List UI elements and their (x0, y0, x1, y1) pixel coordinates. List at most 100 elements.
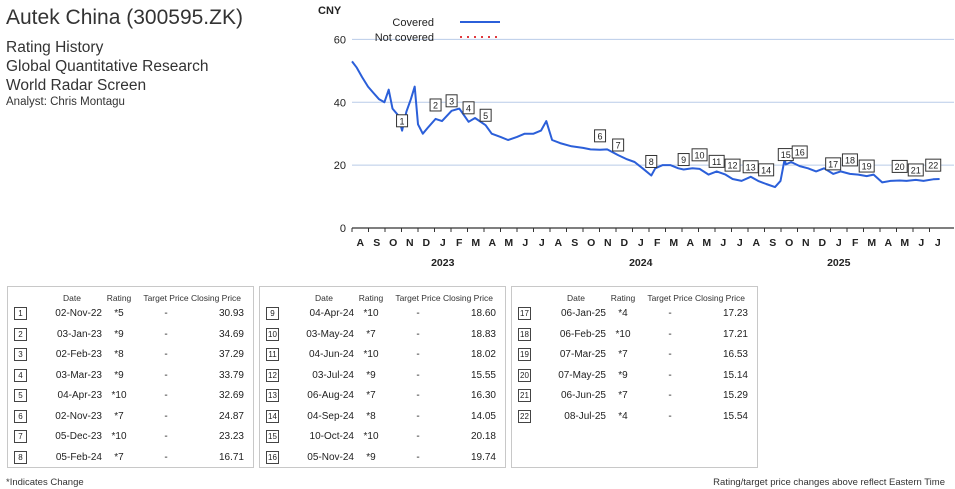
legend-label: Covered (392, 17, 434, 29)
x-year-label: 2024 (629, 257, 653, 269)
row-date: 04-Apr-24 (309, 308, 354, 319)
rating-marker-box (724, 158, 741, 172)
x-axis: A S O N D J F M A M J J A S O N D J F M A M J J A S O N D J F M A M J J2023… (351, 228, 941, 269)
row-closing-price: 30.93 (218, 308, 244, 319)
rating-marker-label: 16 (795, 147, 805, 157)
y-axis-ticks: 0 20 40 60 (334, 34, 346, 235)
rating-marker-box (396, 114, 409, 128)
rating-table-2: Date Rating Target Price Closing Price 9 04-A… (259, 286, 506, 468)
x-month-label: N (604, 237, 612, 249)
table-row: 12 03-Jul-24 *9 - 15.55 (260, 367, 505, 385)
row-target-price: - (164, 451, 168, 463)
x-month-label: M (504, 237, 513, 249)
row-target-price: - (416, 308, 420, 319)
x-month-label: M (669, 237, 678, 249)
y-tick-label: 60 (334, 34, 346, 46)
table-row: 9 04-Apr-24 *10 - 18.60 (260, 305, 505, 323)
x-month-label: M (471, 237, 480, 249)
row-number: 13 (266, 389, 279, 402)
table-row: 4 03-Mar-23 *9 - 33.79 (8, 367, 253, 385)
row-target-price: - (668, 308, 672, 319)
x-month-label: D (818, 237, 826, 249)
rating-marker: 13 (742, 160, 759, 174)
row-number: 4 (14, 368, 27, 382)
x-month-label: M (702, 237, 711, 249)
x-month-label: M (900, 237, 909, 249)
row-number: 12 (266, 368, 279, 382)
row-date: 08-Jul-25 (564, 410, 606, 422)
row-rating: *10 (363, 431, 379, 442)
x-month-label: J (935, 237, 941, 249)
row-closing-price: 23.23 (218, 431, 244, 442)
page-title: Autek China (300595.ZK) (6, 6, 243, 29)
subtitle-rating-history: Rating History (6, 39, 104, 56)
rating-marker-box (612, 138, 625, 152)
table-row: 15 10-Oct-24 *10 - 20.18 (260, 428, 505, 446)
table-row: 5 04-Apr-23 *10 - 32.69 (8, 387, 253, 405)
row-date: 02-Nov-23 (55, 410, 102, 422)
table-row: 10 03-May-24 *7 - 18.83 (260, 326, 505, 344)
row-rating: *9 (114, 369, 124, 381)
rating-marker-box (841, 153, 858, 167)
x-month-label: A (488, 237, 496, 249)
rating-marker-box (708, 154, 725, 168)
x-month-label: O (785, 237, 793, 249)
subtitle-screen: World Radar Screen (6, 77, 147, 94)
row-number: 16 (266, 450, 279, 464)
rating-marker-box (429, 98, 442, 112)
row-number: 15 (266, 430, 279, 443)
row-number: 5 (14, 389, 27, 402)
header-date: Date (63, 293, 81, 303)
x-month-label: J (836, 237, 842, 249)
row-target-price: - (416, 390, 420, 401)
x-month-label: F (852, 237, 859, 249)
row-target-price: - (416, 410, 420, 422)
row-target-price: - (416, 328, 420, 340)
row-number: 9 (266, 307, 279, 320)
row-rating: *10 (363, 308, 379, 319)
rating-marker-box (907, 163, 924, 177)
x-month-label: S (769, 237, 776, 249)
table-row: 20 07-May-25 *9 - 15.14 (512, 367, 757, 385)
row-date: 04-Jun-24 (308, 349, 354, 360)
rating-marker: 2 (429, 98, 442, 112)
x-month-label: J (720, 237, 726, 249)
row-closing-price: 18.83 (470, 328, 496, 340)
row-date: 06-Jun-25 (560, 390, 606, 401)
row-rating: *7 (366, 328, 376, 340)
row-target-price: - (164, 410, 168, 422)
rating-marker-box (462, 101, 475, 115)
y-tick-label: 40 (334, 97, 346, 109)
header-closing-price: Closing Price (442, 293, 494, 303)
rating-marker-box (479, 108, 492, 122)
x-month-label: A (752, 237, 760, 249)
row-rating: *10 (111, 431, 127, 442)
rating-marker-box (594, 129, 607, 143)
rating-marker-label: 21 (911, 165, 921, 175)
y-tick-label: 20 (334, 160, 346, 172)
row-closing-price: 16.30 (470, 390, 496, 401)
row-target-price: - (416, 451, 420, 463)
x-month-label: N (406, 237, 414, 249)
change-footnote: *Indicates Change (6, 477, 84, 488)
x-month-label: O (389, 237, 397, 249)
row-number: 1 (14, 307, 27, 320)
x-month-label: J (737, 237, 743, 249)
row-rating: *10 (111, 390, 127, 401)
row-rating: *7 (114, 410, 124, 422)
row-number: 7 (14, 430, 27, 443)
table-row: 3 02-Feb-23 *8 - 37.29 (8, 346, 253, 364)
rating-marker-box (925, 158, 942, 172)
x-month-label: F (456, 237, 463, 249)
row-rating: *9 (366, 451, 376, 463)
x-month-label: J (918, 237, 924, 249)
x-month-label: J (522, 237, 528, 249)
row-target-price: - (668, 328, 672, 340)
x-month-label: J (440, 237, 446, 249)
x-month-label: S (571, 237, 578, 249)
row-target-price: - (164, 390, 168, 401)
row-closing-price: 15.55 (470, 369, 496, 381)
rating-marker: 22 (925, 158, 942, 172)
rating-marker-label: 7 (616, 140, 621, 150)
